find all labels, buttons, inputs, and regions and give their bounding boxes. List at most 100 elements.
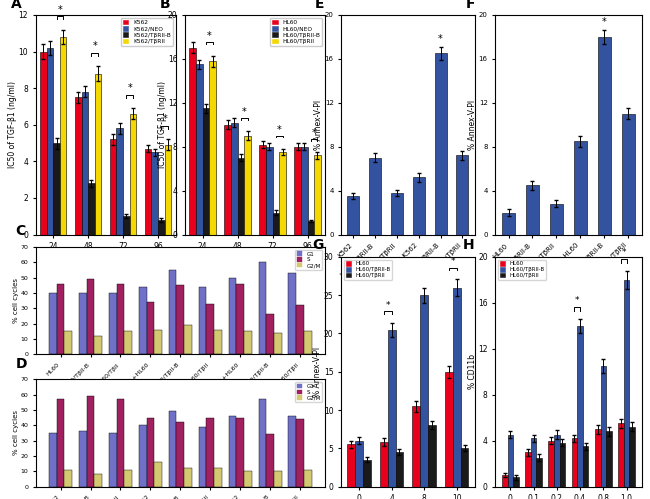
Bar [154, 330, 162, 354]
X-axis label: Time (h): Time (h) [238, 256, 272, 266]
Bar [184, 468, 192, 487]
Bar [266, 314, 274, 354]
Bar [550, 204, 563, 235]
Text: *: * [127, 83, 132, 93]
Bar [526, 185, 539, 235]
Bar [304, 331, 312, 354]
Bar [445, 372, 453, 487]
Bar [238, 158, 244, 235]
Bar [595, 429, 601, 487]
Bar [81, 92, 88, 235]
Bar [380, 442, 387, 487]
Text: *: * [207, 31, 212, 41]
Bar [244, 471, 252, 487]
Y-axis label: % CD11b: % CD11b [467, 354, 476, 389]
Bar [214, 330, 222, 354]
Y-axis label: % Annex-V-PI: % Annex-V-PI [468, 100, 477, 150]
Bar [47, 48, 53, 235]
Bar [64, 331, 72, 354]
Bar [554, 435, 560, 487]
Text: *: * [575, 296, 580, 305]
Bar [214, 468, 222, 487]
Bar [164, 145, 172, 235]
Bar [413, 406, 421, 487]
Text: E: E [315, 0, 324, 10]
Bar [629, 427, 635, 487]
Bar [301, 147, 307, 235]
Bar [49, 293, 57, 354]
Text: *: * [57, 4, 62, 14]
Text: *: * [312, 128, 317, 138]
Text: F: F [466, 0, 476, 10]
Bar [387, 330, 395, 487]
Bar [207, 418, 215, 487]
Bar [209, 61, 216, 235]
Bar [231, 123, 238, 235]
Bar [64, 470, 72, 487]
Bar [109, 433, 116, 487]
Bar [574, 141, 587, 235]
Text: *: * [242, 107, 246, 117]
X-axis label: Time (h): Time (h) [88, 256, 123, 266]
Bar [203, 108, 209, 235]
Text: *: * [438, 33, 443, 43]
Bar [456, 156, 469, 235]
Bar [237, 284, 244, 354]
Bar [75, 97, 81, 235]
Bar [146, 418, 154, 487]
Bar [57, 399, 64, 487]
Bar [549, 441, 554, 487]
Y-axis label: % cell cycles: % cell cycles [13, 410, 19, 456]
Bar [461, 448, 469, 487]
Bar [391, 193, 403, 235]
Bar [244, 136, 251, 235]
Text: *: * [277, 125, 281, 135]
Bar [395, 452, 403, 487]
Bar [259, 399, 266, 487]
Y-axis label: % cell cycles: % cell cycles [13, 278, 19, 323]
Bar [296, 419, 304, 487]
Bar [280, 152, 286, 235]
Text: C: C [16, 225, 26, 239]
Bar [598, 37, 611, 235]
Bar [307, 222, 314, 235]
Bar [158, 220, 164, 235]
Legend: HL60, HL60/TβRII-B, HL60/TβRII: HL60, HL60/TβRII-B, HL60/TβRII [498, 260, 546, 280]
Bar [95, 73, 101, 235]
Bar [116, 284, 124, 354]
Bar [169, 270, 177, 354]
Bar [177, 285, 184, 354]
Bar [94, 336, 102, 354]
Bar [259, 262, 266, 354]
Bar [229, 416, 237, 487]
Bar [94, 474, 102, 487]
Bar [57, 284, 64, 354]
Bar [123, 216, 130, 235]
Y-axis label: % Annex-V-PI: % Annex-V-PI [314, 100, 323, 150]
Bar [274, 471, 282, 487]
Bar [138, 287, 146, 354]
Bar [189, 48, 196, 235]
Text: A: A [10, 0, 21, 10]
Bar [428, 425, 436, 487]
Bar [110, 139, 116, 235]
Bar [294, 147, 301, 235]
Bar [53, 143, 60, 235]
Bar [274, 333, 282, 354]
Bar [577, 326, 583, 487]
Bar [502, 475, 508, 487]
Bar [347, 196, 359, 235]
Bar [560, 443, 565, 487]
Bar [124, 470, 132, 487]
Bar [130, 114, 136, 235]
Bar [296, 305, 304, 354]
Bar [184, 325, 192, 354]
Bar [453, 287, 461, 487]
Bar [116, 399, 124, 487]
Bar [536, 458, 542, 487]
Bar [513, 478, 519, 487]
Legend: G1, S, G2/M: G1, S, G2/M [295, 250, 322, 270]
Bar [49, 433, 57, 487]
Bar [60, 37, 66, 235]
Bar [146, 302, 154, 354]
